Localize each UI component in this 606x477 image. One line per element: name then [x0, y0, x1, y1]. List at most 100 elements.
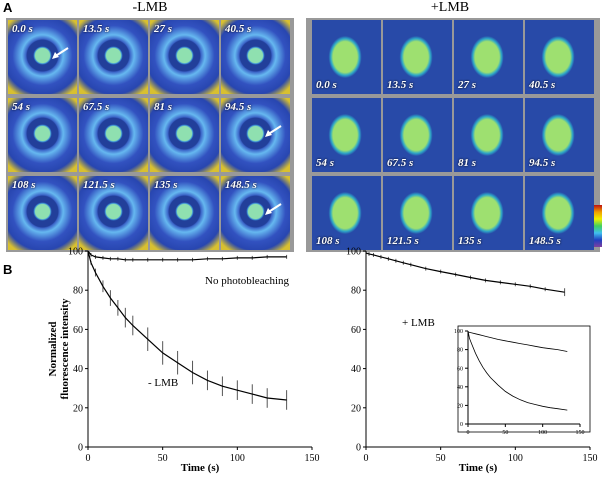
time-label: 121.5 s: [83, 179, 115, 191]
time-label: 148.5 s: [225, 179, 257, 191]
x-tick-label: 100: [230, 453, 245, 464]
time-label: 13.5 s: [83, 23, 110, 35]
micrograph: 67.5 s: [79, 98, 148, 172]
time-label: 13.5 s: [387, 79, 414, 91]
panel-title: -LMB: [132, 0, 168, 15]
time-label: 67.5 s: [83, 101, 110, 113]
y-tick-label: 20: [73, 403, 83, 414]
y-tick-label: 0: [356, 443, 361, 454]
panel-title: +LMB: [430, 0, 470, 15]
image-grid: 0.0 s 13.5 s 27 s 40.5 s 54 s 67.5 s 81 s 94.5 …: [6, 18, 294, 252]
y-axis-label: Normalized: [47, 322, 59, 377]
micrograph: 148.5 s: [221, 176, 290, 250]
x-tick-label: 50: [436, 453, 446, 464]
y-tick-label: 40: [73, 364, 83, 375]
data-line: [87, 250, 287, 261]
time-label: 81 s: [154, 101, 173, 113]
micrograph: 94.5 s: [221, 98, 290, 172]
micrograph: 13.5 s: [383, 20, 452, 94]
micrograph: 54 s: [312, 98, 381, 172]
time-label: 27 s: [458, 79, 477, 91]
micrograph: 40.5 s: [221, 20, 290, 94]
time-label: 54 s: [12, 101, 31, 113]
time-label: 40.5 s: [529, 79, 556, 91]
series-label: - LMB: [148, 377, 178, 389]
micrograph: 0.0 s: [312, 20, 381, 94]
time-label: 135 s: [458, 235, 482, 247]
micrograph: 40.5 s: [525, 20, 594, 94]
micrograph: 135 s: [150, 176, 219, 250]
x-tick-label: 150: [583, 453, 598, 464]
time-label: 54 s: [316, 157, 335, 169]
y-tick-label: 40: [457, 385, 463, 391]
time-label: 135 s: [154, 179, 178, 191]
data-line: [365, 252, 565, 293]
time-label: 108 s: [12, 179, 36, 191]
y-tick-label: 80: [73, 286, 83, 297]
x-tick-label: 50: [502, 430, 508, 436]
y-tick-label: 80: [351, 286, 361, 297]
time-label: 121.5 s: [387, 235, 419, 247]
y-tick-label: 20: [457, 404, 463, 410]
micrograph: 81 s: [150, 98, 219, 172]
y-tick-label: 0: [460, 422, 463, 428]
micrograph: 54 s: [8, 98, 77, 172]
arrow: [263, 124, 283, 143]
color-bar: [594, 205, 602, 247]
series-label: + LMB: [402, 317, 435, 329]
y-tick-label: 100: [68, 247, 83, 258]
micrograph: 94.5 s: [525, 98, 594, 172]
y-tick-label: 60: [457, 366, 463, 372]
x-tick-label: 0: [86, 453, 91, 464]
y-tick-label: 60: [351, 325, 361, 336]
series-label: No photobleaching: [205, 275, 290, 287]
micrograph: 121.5 s: [79, 176, 148, 250]
micrograph: 27 s: [150, 20, 219, 94]
y-tick-label: 40: [351, 364, 361, 375]
x-tick-label: 150: [305, 453, 320, 464]
y-tick-label: 60: [73, 325, 83, 336]
time-label: 148.5 s: [529, 235, 561, 247]
time-label: 27 s: [154, 23, 173, 35]
micrograph: 135 s: [454, 176, 523, 250]
x-tick-label: 100: [538, 430, 547, 436]
x-tick-label: 0: [467, 430, 470, 436]
image-grid: 0.0 s 13.5 s 27 s 40.5 s 54 s 67.5 s 81 s 94.5 …: [306, 18, 600, 252]
panel-label: A: [3, 0, 13, 15]
arrow: [263, 202, 283, 221]
x-tick-label: 150: [576, 430, 585, 436]
micrograph: 108 s: [8, 176, 77, 250]
y-tick-label: 80: [457, 348, 463, 354]
micrograph: 13.5 s: [79, 20, 148, 94]
data-line: [467, 331, 568, 352]
micrograph: 27 s: [454, 20, 523, 94]
x-axis-label: Time (s): [181, 462, 220, 474]
y-tick-label: 20: [351, 403, 361, 414]
time-label: 94.5 s: [529, 157, 556, 169]
x-axis-label: Time (s): [459, 462, 498, 474]
time-label: 94.5 s: [225, 101, 252, 113]
time-label: 0.0 s: [12, 23, 33, 35]
data-line: [467, 330, 568, 411]
y-tick-label: 0: [78, 443, 83, 454]
micrograph: 0.0 s: [8, 20, 77, 94]
micrograph: 81 s: [454, 98, 523, 172]
time-label: 0.0 s: [316, 79, 337, 91]
data-line: [87, 250, 287, 401]
time-label: 67.5 s: [387, 157, 414, 169]
micrograph: 67.5 s: [383, 98, 452, 172]
panel-label: B: [3, 262, 13, 277]
arrow: [50, 46, 70, 65]
x-tick-label: 0: [364, 453, 369, 464]
y-axis-label: fluorescence intensity: [59, 298, 71, 399]
time-label: 81 s: [458, 157, 477, 169]
x-tick-label: 100: [508, 453, 523, 464]
time-label: 40.5 s: [225, 23, 252, 35]
x-tick-label: 50: [158, 453, 168, 464]
micrograph: 108 s: [312, 176, 381, 250]
y-tick-label: 100: [454, 329, 463, 335]
micrograph: 121.5 s: [383, 176, 452, 250]
time-label: 108 s: [316, 235, 340, 247]
